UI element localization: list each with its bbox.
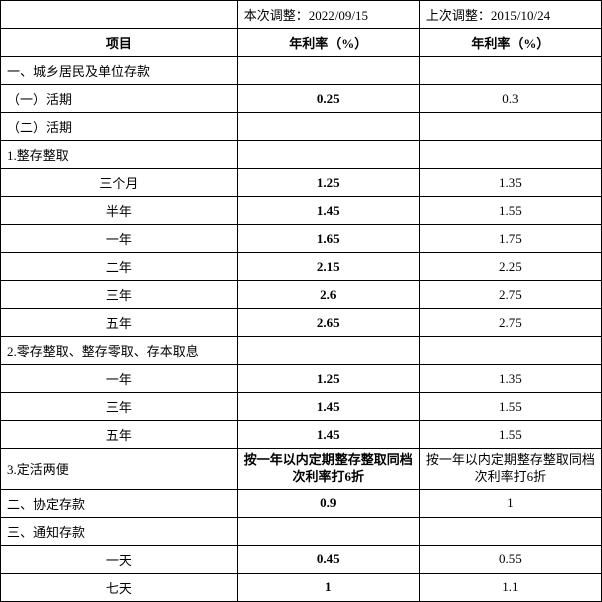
table-row: 三年2.62.75 — [1, 281, 602, 309]
table-row: （二）活期 — [1, 113, 602, 141]
row-value-current — [237, 57, 419, 85]
table-row: 半年1.451.55 — [1, 197, 602, 225]
row-value-current — [237, 113, 419, 141]
row-value-prev — [419, 113, 601, 141]
row-value-prev: 1.55 — [419, 197, 601, 225]
row-label: 七天 — [1, 573, 238, 601]
table-row: 2.零存整取、整存零取、存本取息 — [1, 337, 602, 365]
row-value-prev — [419, 57, 601, 85]
table-row: 一天0.450.55 — [1, 545, 602, 573]
row-label: 一天 — [1, 545, 238, 573]
row-value-prev: 1 — [419, 489, 601, 517]
row-label: 一年 — [1, 365, 238, 393]
table-row: 1.整存整取 — [1, 141, 602, 169]
row-label: 二、协定存款 — [1, 489, 238, 517]
row-label: 2.零存整取、整存零取、存本取息 — [1, 337, 238, 365]
row-value-prev — [419, 337, 601, 365]
table-row: 一年1.251.35 — [1, 365, 602, 393]
row-value-current: 0.25 — [237, 85, 419, 113]
table-row: 五年2.652.75 — [1, 309, 602, 337]
header-rate1-label: 年利率（%） — [237, 29, 419, 57]
table-row: 一、城乡居民及单位存款 — [1, 57, 602, 85]
row-label: 一年 — [1, 225, 238, 253]
row-label: 三年 — [1, 393, 238, 421]
row-value-current: 0.45 — [237, 545, 419, 573]
row-label: 一、城乡居民及单位存款 — [1, 57, 238, 85]
table-row: 五年1.451.55 — [1, 421, 602, 449]
row-value-current: 1.45 — [237, 393, 419, 421]
row-label: 三、通知存款 — [1, 517, 238, 545]
row-value-prev: 2.75 — [419, 281, 601, 309]
row-value-current: 2.65 — [237, 309, 419, 337]
row-value-current: 0.9 — [237, 489, 419, 517]
row-value-current: 1.45 — [237, 421, 419, 449]
table-row: 三、通知存款 — [1, 517, 602, 545]
row-value-prev: 0.55 — [419, 545, 601, 573]
row-value-current: 按一年以内定期整存整取同档次利率打6折 — [237, 449, 419, 490]
interest-rate-table: 本次调整：2022/09/15 上次调整：2015/10/24 项目 年利率（%… — [0, 0, 602, 602]
row-value-prev: 1.75 — [419, 225, 601, 253]
row-value-current: 1.45 — [237, 197, 419, 225]
table-row: 七天11.1 — [1, 573, 602, 601]
header-item-label: 项目 — [1, 29, 238, 57]
row-value-prev — [419, 141, 601, 169]
row-value-prev: 1.35 — [419, 365, 601, 393]
row-label: 半年 — [1, 197, 238, 225]
row-value-prev: 1.1 — [419, 573, 601, 601]
row-value-current: 1.25 — [237, 365, 419, 393]
row-value-prev: 1.55 — [419, 421, 601, 449]
header-blank-cell — [1, 1, 238, 29]
header-current-date: 本次调整：2022/09/15 — [237, 1, 419, 29]
row-value-prev: 按一年以内定期整存整取同档次利率打6折 — [419, 449, 601, 490]
header-label-row: 项目 年利率（%） 年利率（%） — [1, 29, 602, 57]
table-row: 三个月1.251.35 — [1, 169, 602, 197]
row-value-prev: 2.25 — [419, 253, 601, 281]
row-label: （一）活期 — [1, 85, 238, 113]
table-row: 二年2.152.25 — [1, 253, 602, 281]
row-value-prev: 1.55 — [419, 393, 601, 421]
row-value-current — [237, 337, 419, 365]
row-value-prev: 0.3 — [419, 85, 601, 113]
row-label: 三个月 — [1, 169, 238, 197]
row-label: （二）活期 — [1, 113, 238, 141]
row-value-current: 1 — [237, 573, 419, 601]
row-label: 五年 — [1, 309, 238, 337]
row-value-prev — [419, 517, 601, 545]
row-value-current: 2.6 — [237, 281, 419, 309]
row-value-current: 2.15 — [237, 253, 419, 281]
row-value-current — [237, 141, 419, 169]
table-row: 二、协定存款0.91 — [1, 489, 602, 517]
row-label: 五年 — [1, 421, 238, 449]
row-value-prev: 2.75 — [419, 309, 601, 337]
row-label: 二年 — [1, 253, 238, 281]
header-prev-date: 上次调整：2015/10/24 — [419, 1, 601, 29]
header-rate2-label: 年利率（%） — [419, 29, 601, 57]
row-value-prev: 1.35 — [419, 169, 601, 197]
row-label: 三年 — [1, 281, 238, 309]
table-row: （一）活期0.250.3 — [1, 85, 602, 113]
row-value-current: 1.65 — [237, 225, 419, 253]
row-label: 3.定活两便 — [1, 449, 238, 490]
table-row: 3.定活两便按一年以内定期整存整取同档次利率打6折按一年以内定期整存整取同档次利… — [1, 449, 602, 490]
row-value-current: 1.25 — [237, 169, 419, 197]
header-date-row: 本次调整：2022/09/15 上次调整：2015/10/24 — [1, 1, 602, 29]
row-value-current — [237, 517, 419, 545]
table-row: 三年1.451.55 — [1, 393, 602, 421]
table-row: 一年1.651.75 — [1, 225, 602, 253]
row-label: 1.整存整取 — [1, 141, 238, 169]
